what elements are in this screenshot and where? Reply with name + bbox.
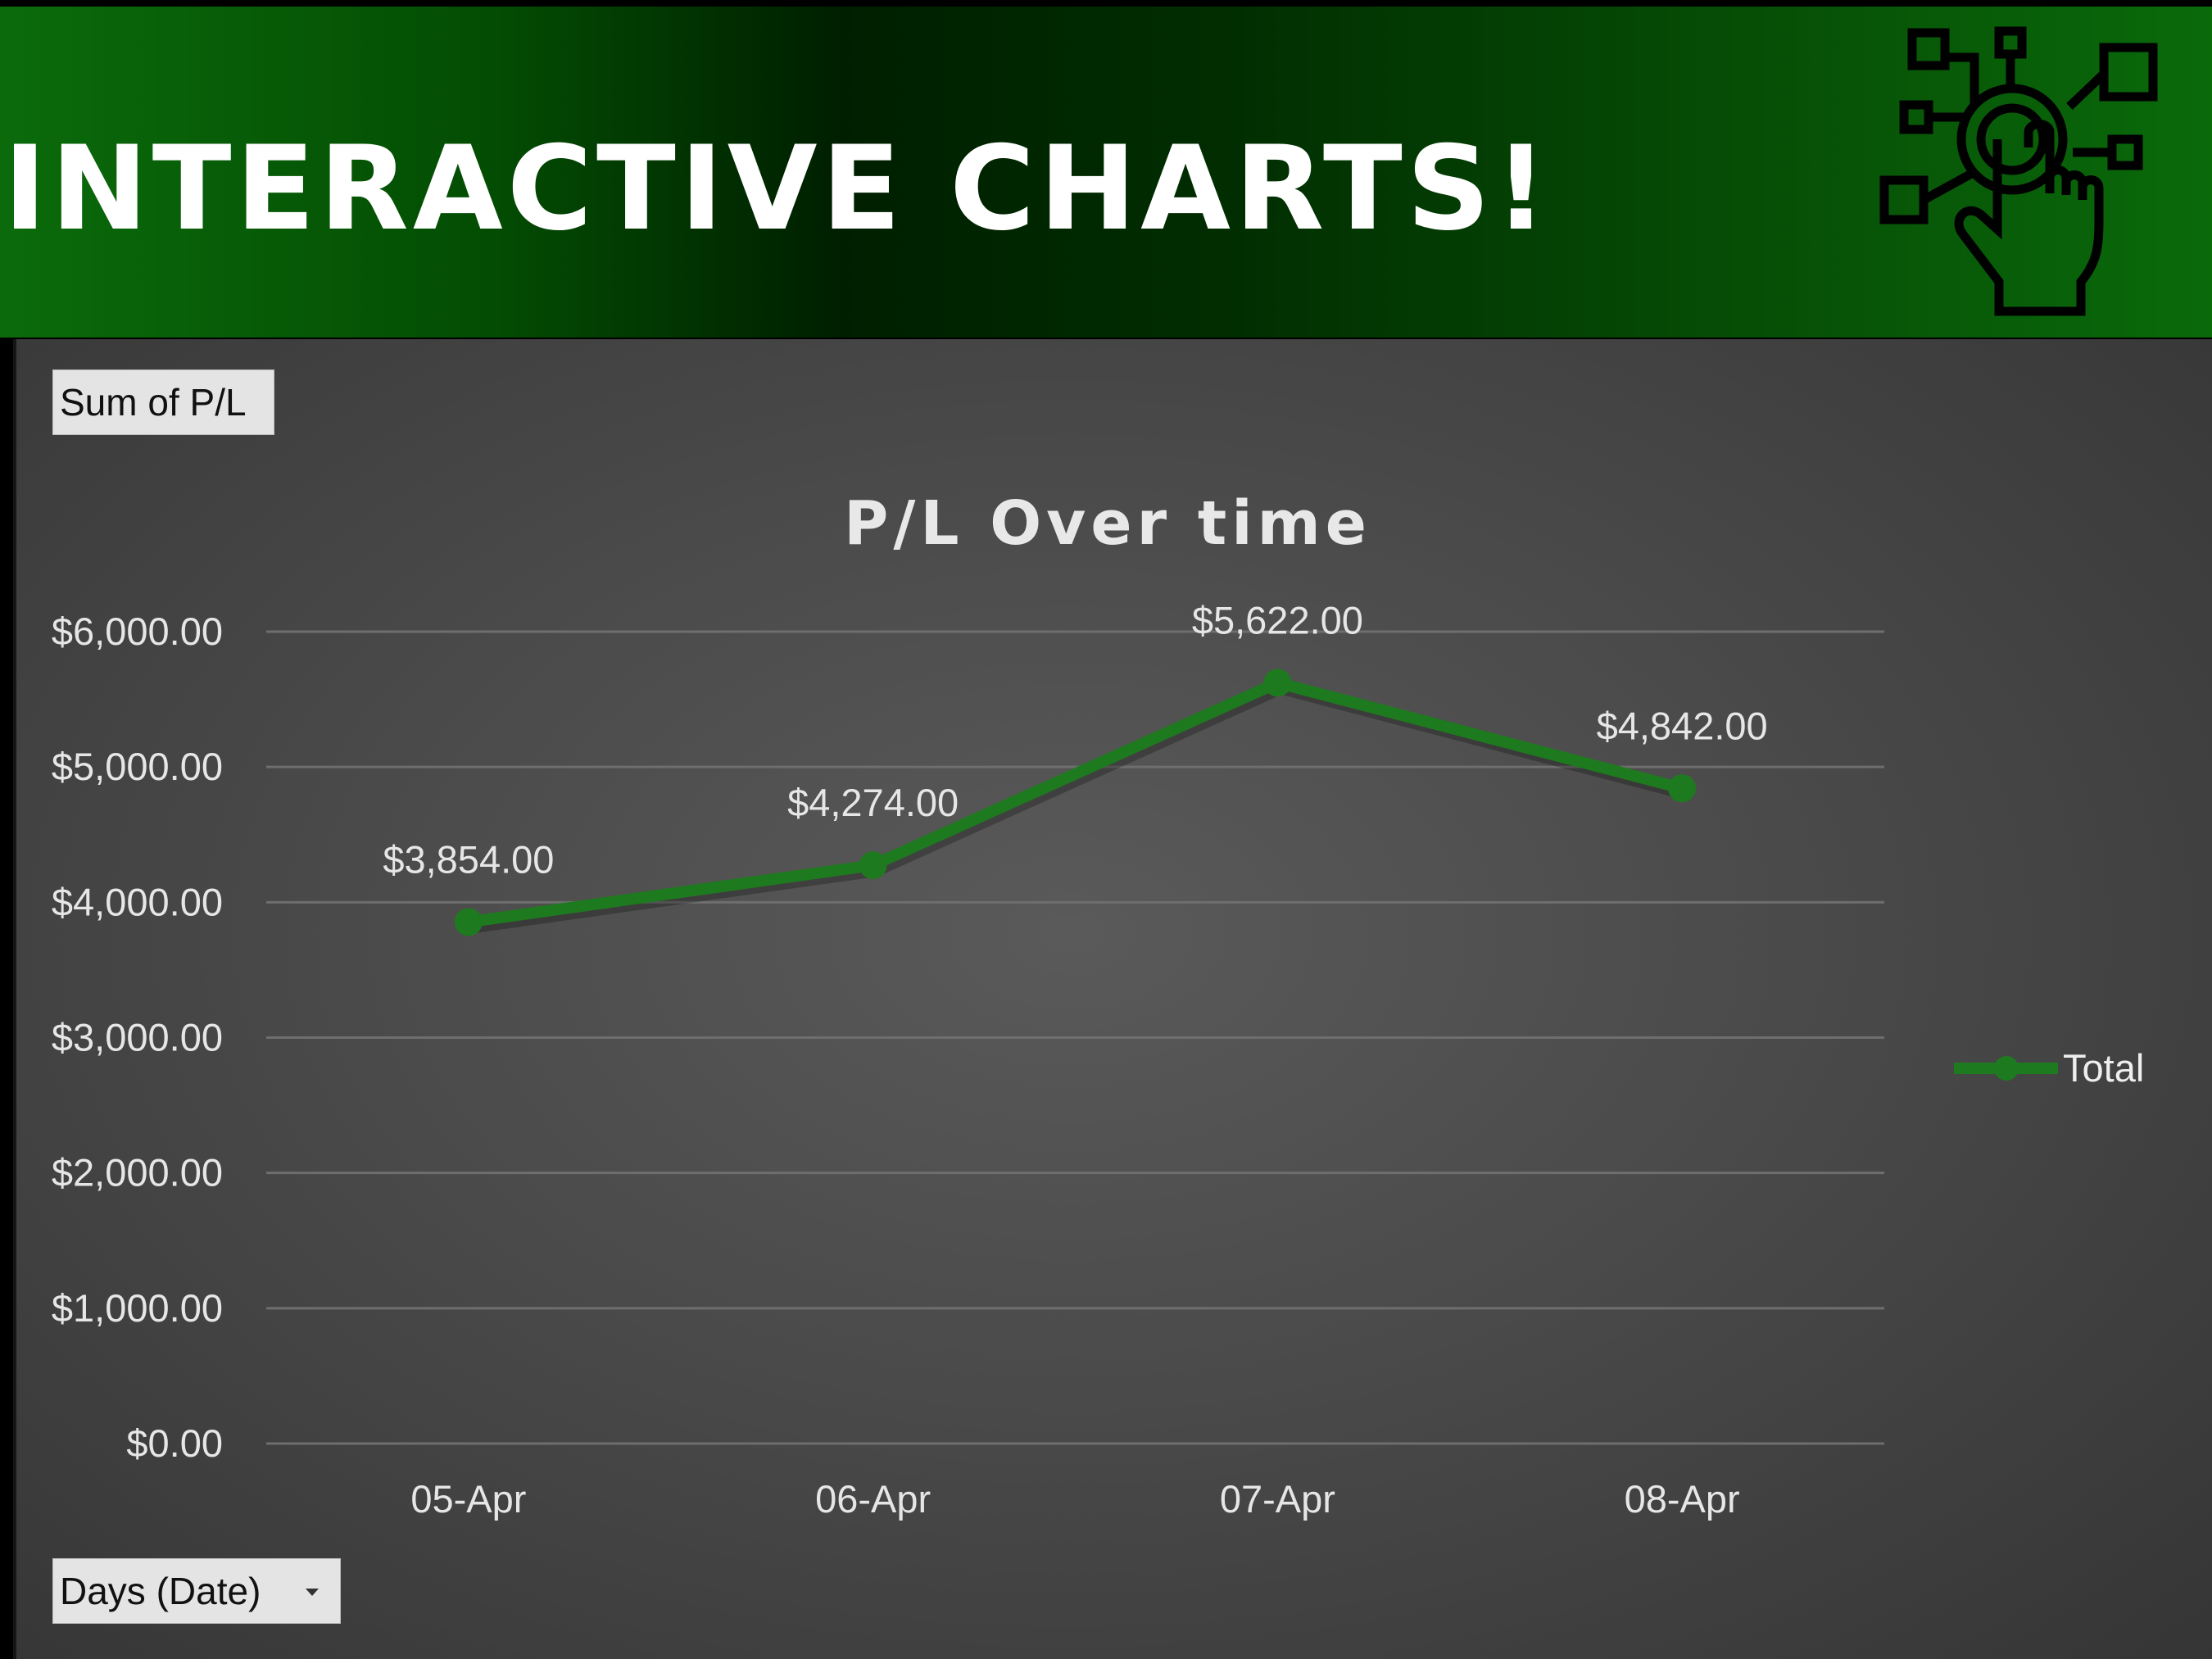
axis-field-dropdown[interactable]: Days (Date) — [52, 1558, 341, 1624]
chart-title: P/L Over time — [844, 488, 1371, 559]
series-line[interactable] — [467, 677, 1684, 928]
y-tick-label: $6,000.00 — [52, 610, 223, 653]
y-tick-label: $4,000.00 — [52, 880, 223, 923]
data-label: $4,274.00 — [787, 781, 959, 824]
legend-label-total: Total — [2063, 1046, 2144, 1090]
header-banner: INTERACTIVE CHARTS! — [0, 0, 2212, 338]
y-tick-label: $5,000.00 — [52, 745, 223, 788]
x-axis: 05-Apr 06-Apr 07-Apr 08-Apr — [410, 1477, 1739, 1521]
y-axis: $0.00 $1,000.00 $2,000.00 $3,000.00 $4,000.0… — [52, 610, 223, 1465]
x-tick-label: 06-Apr — [815, 1477, 931, 1521]
legend[interactable]: Total — [1954, 1046, 2144, 1090]
gridlines — [266, 630, 1884, 1445]
chart-area — [13, 339, 2212, 1659]
data-point[interactable] — [1668, 774, 1697, 803]
data-point[interactable] — [859, 851, 887, 880]
data-point[interactable] — [454, 908, 483, 936]
legend-marker — [1994, 1056, 2019, 1081]
y-tick-label: $3,000.00 — [52, 1016, 223, 1059]
y-tick-label: $1,000.00 — [52, 1286, 223, 1330]
x-tick-label: 07-Apr — [1220, 1477, 1335, 1521]
series-total[interactable] — [454, 669, 1697, 936]
x-tick-label: 08-Apr — [1625, 1477, 1740, 1521]
touch-network-icon — [1879, 26, 2158, 316]
axis-field-label: Days (Date) — [60, 1570, 261, 1612]
data-label: $4,842.00 — [1597, 704, 1768, 747]
data-labels: $3,854.00 $4,274.00 $5,622.00 $4,842.00 — [383, 598, 1767, 881]
banner-title: INTERACTIVE CHARTS! — [3, 121, 1552, 256]
x-tick-label: 05-Apr — [410, 1477, 526, 1521]
y-tick-label: $2,000.00 — [52, 1151, 223, 1194]
data-label: $5,622.00 — [1192, 598, 1363, 641]
dropdown-arrow-icon[interactable] — [306, 1589, 319, 1596]
data-point[interactable] — [1263, 669, 1292, 697]
y-tick-label: $0.00 — [126, 1421, 223, 1465]
data-label: $3,854.00 — [383, 837, 554, 881]
value-field-button[interactable]: Sum of P/L — [52, 369, 274, 435]
